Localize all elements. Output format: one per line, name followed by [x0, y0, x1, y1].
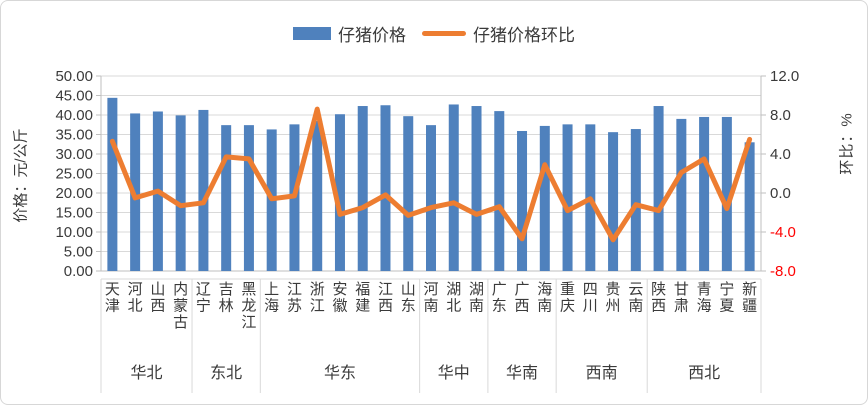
bar	[744, 142, 755, 271]
x-axis-group-label: 西南	[586, 364, 618, 382]
x-axis-category-label: 甘肃	[674, 281, 689, 315]
x-axis-category-label: 辽宁	[196, 281, 211, 315]
left-axis-tick-label: 40.00	[55, 107, 93, 124]
legend-item-ratio: 仔猪价格环比	[422, 21, 575, 46]
x-axis-group-label: 华中	[438, 364, 470, 382]
x-axis-category-label: 广东	[492, 281, 507, 315]
x-axis-category-label: 吉林	[219, 281, 234, 315]
bar	[380, 105, 391, 271]
right-axis-tick-label: 0.0	[770, 185, 791, 202]
right-axis-tick-label: -4.0	[770, 224, 796, 241]
bar	[357, 106, 368, 271]
bar	[539, 125, 550, 271]
right-axis-tick-label: 8.0	[770, 107, 791, 124]
x-axis-category-label: 陕西	[651, 281, 666, 315]
chart-legend: 仔猪价格 仔猪价格环比	[1, 19, 867, 47]
x-axis-category-label: 安徽	[332, 281, 347, 315]
x-axis-category-label: 湖南	[469, 281, 484, 315]
bar	[517, 130, 528, 271]
x-axis-category-label: 山东	[401, 281, 416, 315]
bar	[494, 111, 505, 271]
x-axis-category-label: 宁夏	[719, 281, 734, 315]
x-axis-category-label: 河北	[128, 281, 143, 315]
bar	[107, 97, 118, 271]
bar	[721, 116, 732, 271]
x-axis-category-label: 内蒙古	[173, 281, 188, 331]
x-axis-category-label: 云南	[628, 281, 643, 315]
x-axis-category-label: 青海	[697, 281, 712, 315]
left-axis-tick-label: 50.00	[55, 68, 93, 85]
x-axis-group-label: 华北	[131, 364, 163, 382]
bar	[175, 115, 186, 271]
left-axis-title: 价格：元/公斤	[12, 128, 30, 223]
x-axis-category-label: 天津	[105, 281, 120, 315]
left-axis-tick-label: 15.00	[55, 205, 93, 222]
bar	[221, 125, 232, 271]
x-axis-group-label: 西北	[688, 364, 720, 382]
bar	[403, 116, 414, 271]
left-axis-tick-label: 5.00	[64, 244, 93, 261]
bar	[198, 109, 209, 272]
left-axis-tick-label: 45.00	[55, 88, 93, 105]
right-axis-title: 环比：%	[838, 112, 856, 175]
legend-label-price: 仔猪价格	[338, 25, 406, 45]
x-axis-group-label: 华东	[324, 364, 356, 382]
x-axis-category-label: 海南	[537, 281, 552, 315]
legend-line-swatch-icon	[422, 30, 466, 36]
x-axis-group-label: 东北	[210, 364, 242, 382]
x-axis-category-label: 新疆	[742, 281, 757, 315]
x-axis-category-label: 贵州	[606, 281, 621, 315]
bar	[243, 125, 254, 271]
legend-item-price: 仔猪价格	[293, 21, 406, 46]
left-axis-tick-label: 10.00	[55, 224, 93, 241]
bar	[448, 104, 459, 271]
bar	[312, 120, 323, 271]
x-axis-category-label: 江西	[378, 281, 393, 315]
x-axis-category-label: 重庆	[560, 281, 575, 315]
bar	[562, 124, 573, 271]
x-axis-category-label: 上海	[264, 281, 279, 315]
legend-label-ratio: 仔猪价格环比	[473, 25, 575, 45]
right-axis-tick-label: 12.0	[770, 68, 799, 85]
x-axis-category-label: 四川	[583, 281, 598, 315]
x-axis-category-label: 江苏	[287, 281, 302, 315]
bar	[653, 106, 664, 271]
x-axis-category-label: 湖北	[446, 281, 461, 315]
bar	[334, 114, 345, 271]
x-axis-group-label: 华南	[506, 364, 538, 382]
right-axis-tick-label: 4.0	[770, 146, 791, 163]
left-axis-tick-label: 35.00	[55, 127, 93, 144]
ratio-line	[109, 106, 753, 243]
left-axis-tick-label: 25.00	[55, 166, 93, 183]
x-axis-category-label: 广西	[515, 281, 530, 315]
bar	[630, 129, 641, 271]
bar	[426, 125, 436, 271]
left-axis-tick-label: 20.00	[55, 185, 93, 202]
x-axis-category-label: 河南	[423, 281, 438, 315]
bar	[699, 116, 710, 271]
bar	[676, 118, 687, 272]
x-axis-category-label: 福建	[355, 281, 370, 315]
right-axis-tick-label: -8.0	[770, 263, 796, 280]
left-axis-tick-label: 0.00	[64, 263, 93, 280]
left-axis-tick-label: 30.00	[55, 146, 93, 163]
bar	[608, 132, 619, 271]
legend-bar-swatch-icon	[293, 26, 331, 40]
bar	[471, 106, 482, 271]
x-axis-category-label: 浙江	[310, 281, 325, 315]
x-axis-category-label: 黑龙江	[241, 281, 256, 331]
x-axis-category-label: 山西	[150, 281, 165, 315]
